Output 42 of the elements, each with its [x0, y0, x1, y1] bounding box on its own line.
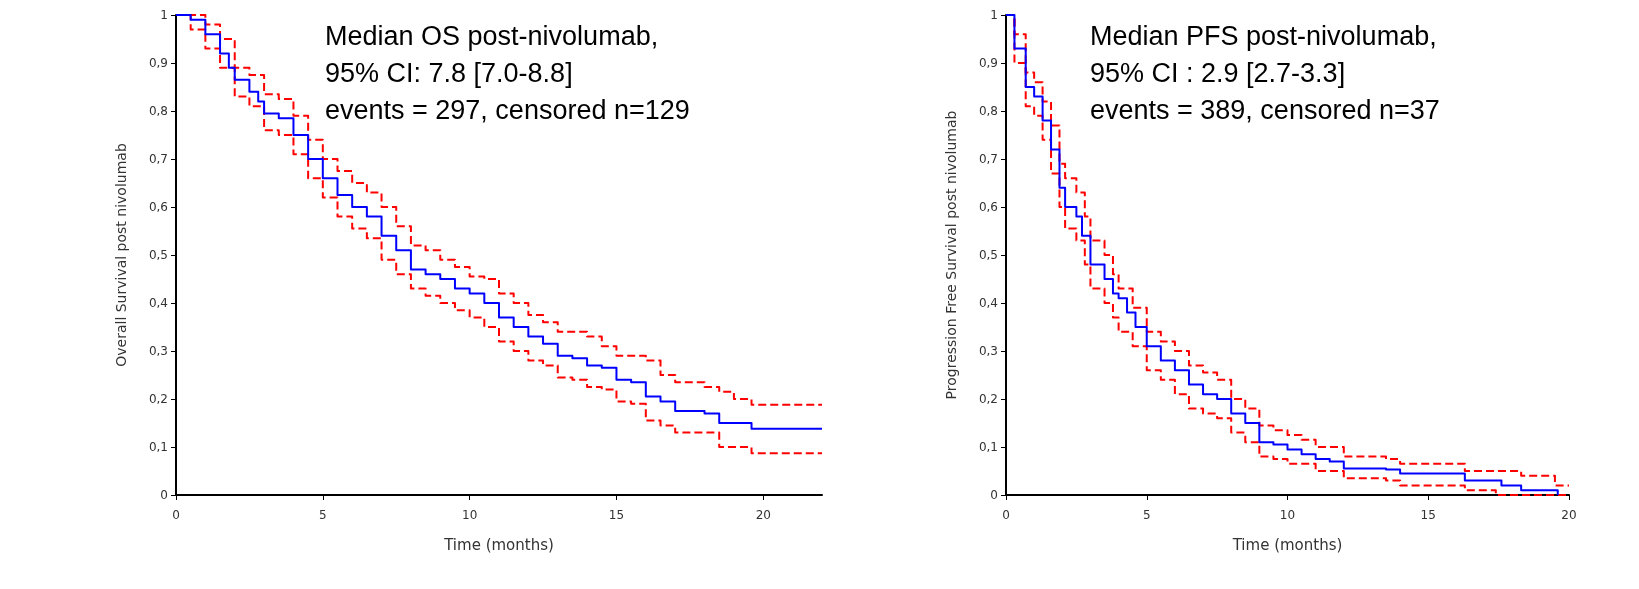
annotation: 95% CI: 7.8 [7.0-8.8] — [325, 57, 573, 88]
y-tick-label: 0,5 — [148, 248, 168, 262]
y-tick-label: 0,1 — [148, 440, 168, 454]
y-tick-label: 0,2 — [148, 392, 168, 406]
x-tick-label: 10 — [1279, 508, 1296, 522]
y-tick-label: 0,9 — [978, 56, 998, 70]
annotation: events = 297, censored n=129 — [325, 94, 690, 125]
y-tick-label: 1 — [990, 8, 998, 22]
y-tick-label: 0,8 — [148, 104, 168, 118]
x-tick-label: 10 — [462, 508, 478, 522]
y-tick-label: 0,3 — [148, 344, 168, 358]
x-tick-label: 0 — [1002, 508, 1010, 522]
y-tick-label: 1 — [160, 8, 168, 22]
y-tick-label: 0,9 — [148, 56, 168, 70]
y-tick-label: 0,7 — [148, 152, 168, 166]
y-tick-label: 0,5 — [978, 248, 998, 262]
x-axis-title: Time (months) — [1231, 535, 1343, 554]
x-tick-label: 20 — [755, 508, 771, 522]
y-tick-label: 0,6 — [978, 200, 998, 214]
y-tick-label: 0,6 — [148, 200, 168, 214]
y-tick-label: 0 — [160, 488, 168, 502]
y-axis-title: Overall Survival post nivolumab — [113, 143, 129, 367]
x-tick-label: 15 — [1420, 508, 1436, 522]
x-tick-label: 20 — [1561, 508, 1577, 522]
x-tick-label: 15 — [608, 508, 625, 522]
y-tick-label: 0,1 — [978, 440, 998, 454]
annotation: Median OS post-nivolumab, — [325, 20, 659, 51]
x-tick-label: 5 — [319, 508, 327, 522]
y-axis-title: Progression Free Survival post nivolumab — [943, 110, 959, 400]
x-tick-label: 5 — [1142, 508, 1151, 522]
y-tick-label: 0,4 — [148, 296, 168, 310]
y-tick-label: 0,8 — [978, 104, 998, 118]
y-tick-label: 0 — [990, 488, 998, 502]
y-tick-label: 0,4 — [978, 296, 998, 310]
y-tick-label: 0,3 — [978, 344, 998, 358]
annotation: 95% CI : 2.9 [2.7-3.3] — [1090, 57, 1346, 88]
x-tick-label: 0 — [172, 508, 180, 522]
y-tick-label: 0,7 — [978, 152, 998, 166]
y-tick-label: 0,2 — [978, 392, 998, 406]
x-axis-title: Time (months) — [443, 535, 554, 554]
annotation: events = 389, censored n=37 — [1090, 94, 1440, 125]
annotation: Median PFS post-nivolumab, — [1090, 20, 1437, 51]
